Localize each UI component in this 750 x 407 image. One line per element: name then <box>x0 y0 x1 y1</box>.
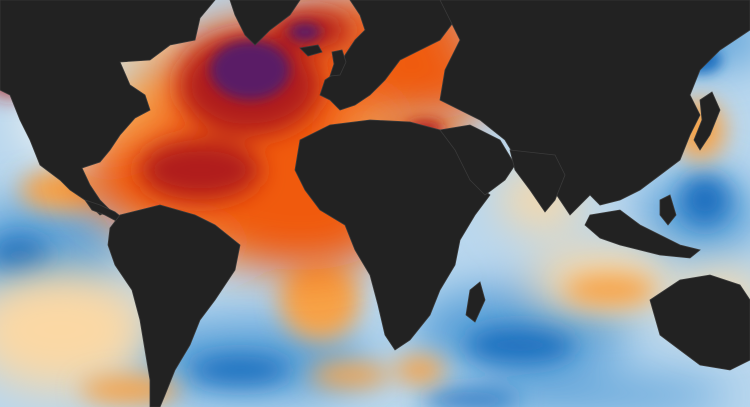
strong-cool-zones <box>0 175 730 407</box>
south-america <box>107 204 241 407</box>
philippines <box>659 194 677 226</box>
arabian-peninsula <box>439 124 516 196</box>
australia <box>649 274 750 371</box>
indonesia <box>584 209 701 259</box>
greenland <box>229 0 301 46</box>
asia <box>439 0 750 216</box>
iceland <box>299 44 323 57</box>
europe <box>319 0 471 111</box>
japan <box>693 91 721 151</box>
north-america <box>0 0 216 216</box>
africa <box>294 119 491 351</box>
great-britain <box>329 49 347 77</box>
india <box>509 149 566 213</box>
madagascar <box>465 281 486 323</box>
